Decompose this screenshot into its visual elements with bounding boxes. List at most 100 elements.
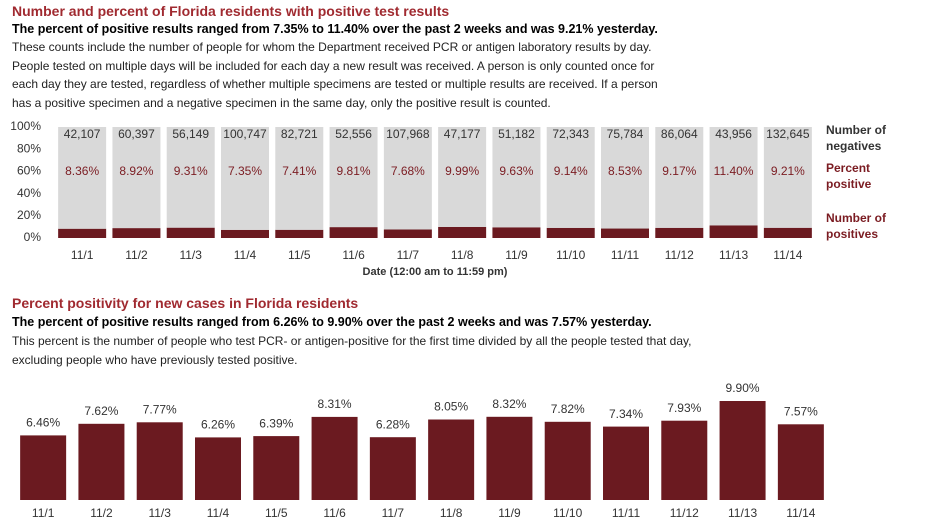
bar — [369, 437, 416, 500]
bar-segment — [492, 227, 541, 238]
description-line: excluding people who have previously tes… — [12, 353, 298, 367]
percent-label: 7.35% — [228, 164, 262, 178]
bar — [78, 423, 125, 500]
count-label: 47,177 — [444, 127, 481, 141]
value-label: 7.82% — [551, 402, 585, 416]
x-tick-label: 11/14 — [786, 506, 815, 520]
description-line: each day they are tested, regardless of … — [12, 77, 658, 91]
count-label: 56,149 — [172, 127, 209, 141]
chart-title: Number and percent of Florida residents … — [12, 3, 450, 19]
x-tick-label: 11/5 — [288, 248, 311, 262]
bar-segment — [329, 227, 378, 238]
percent-label: 9.63% — [499, 164, 533, 178]
bar-segment — [546, 127, 595, 228]
percent-label: 7.68% — [391, 164, 425, 178]
count-label: 100,747 — [223, 127, 267, 141]
legend-entry: Percent positive — [826, 161, 872, 191]
bar-segment — [709, 127, 758, 226]
percent-label: 11.40% — [714, 164, 754, 178]
bar — [136, 422, 183, 500]
x-tick-label: 11/3 — [148, 506, 171, 520]
x-tick-label: 11/7 — [397, 248, 420, 262]
x-tick-label: 11/11 — [612, 506, 641, 520]
x-tick-label: 11/4 — [234, 248, 257, 262]
x-axis-title: Date (12:00 am to 11:59 pm) — [363, 266, 508, 278]
value-label: 6.46% — [26, 416, 60, 430]
description-line: These counts include the number of peopl… — [12, 40, 652, 54]
percent-label: 9.17% — [662, 164, 696, 178]
x-tick-label: 11/13 — [728, 506, 757, 520]
bar-segment — [438, 127, 487, 227]
value-label: 9.90% — [726, 381, 760, 395]
bar-segment — [329, 127, 378, 228]
description-line: has a positive specimen and a negative s… — [12, 95, 551, 110]
count-label: 51,182 — [498, 127, 535, 141]
x-tick-label: 11/2 — [125, 248, 148, 262]
y-tick-label: 20% — [17, 208, 41, 222]
x-tick-label: 11/8 — [451, 248, 474, 262]
bar — [603, 426, 649, 500]
value-label: 7.93% — [667, 401, 701, 415]
x-tick-label: 11/10 — [556, 248, 585, 262]
y-tick-label: 0% — [24, 230, 42, 244]
bar-segment — [166, 227, 215, 238]
count-label: 43,956 — [715, 127, 752, 141]
x-tick-label: 11/3 — [179, 248, 202, 262]
bar-segment — [763, 127, 812, 228]
y-tick-label: 60% — [17, 164, 41, 178]
chart-subtitle: The percent of positive results ranged f… — [12, 22, 658, 36]
description-line: This percent is the number of people who… — [12, 334, 692, 348]
count-label: 52,556 — [335, 127, 372, 141]
x-tick-label: 11/12 — [665, 248, 694, 262]
x-tick-label: 11/8 — [440, 506, 463, 520]
bar — [253, 436, 300, 500]
bar-segment — [492, 127, 541, 228]
x-tick-label: 11/1 — [71, 248, 94, 262]
bar — [486, 416, 533, 500]
bar-segment — [58, 228, 107, 238]
bar-segment — [58, 127, 107, 229]
value-label: 6.28% — [376, 417, 410, 431]
count-label: 132,645 — [766, 127, 810, 141]
bar-segment — [112, 228, 161, 238]
count-label: 82,721 — [281, 127, 318, 141]
chart-title: Percent positivity for new cases in Flor… — [12, 295, 359, 311]
bar-segment — [275, 127, 324, 230]
value-label: 8.05% — [434, 400, 468, 414]
x-tick-label: 11/9 — [505, 248, 528, 262]
bar-segment — [112, 127, 161, 229]
y-tick-label: 100% — [10, 119, 41, 133]
bar — [544, 421, 591, 500]
x-tick-label: 11/7 — [382, 506, 405, 520]
x-tick-label: 11/12 — [670, 506, 699, 520]
bar-segment — [383, 127, 432, 230]
percent-label: 8.36% — [65, 164, 99, 178]
bar — [719, 401, 766, 500]
value-label: 7.77% — [143, 402, 177, 416]
value-label: 8.31% — [318, 397, 352, 411]
percent-label: 9.14% — [554, 164, 588, 178]
x-tick-label: 11/10 — [553, 506, 582, 520]
bar-segment — [601, 127, 649, 229]
count-label: 107,968 — [386, 127, 430, 141]
x-tick-label: 11/6 — [323, 506, 346, 520]
x-tick-label: 11/5 — [265, 506, 288, 520]
value-label: 7.34% — [609, 407, 643, 421]
x-tick-label: 11/14 — [773, 248, 802, 262]
bar — [20, 435, 67, 500]
percent-label: 8.92% — [119, 164, 153, 178]
bar-segment — [166, 127, 215, 228]
x-tick-label: 11/1 — [32, 506, 55, 520]
x-tick-label: 11/11 — [611, 248, 640, 262]
percent-label: 8.53% — [608, 164, 642, 178]
bar-segment — [655, 127, 704, 228]
bar-segment — [709, 225, 758, 238]
description-line: People tested on multiple days will be i… — [12, 58, 655, 73]
bar — [661, 420, 708, 500]
count-label: 86,064 — [661, 127, 698, 141]
bar-segment — [275, 229, 324, 238]
percent-label: 9.81% — [337, 164, 371, 178]
count-label: 42,107 — [64, 127, 101, 141]
bar-segment — [546, 227, 595, 238]
x-tick-label: 11/13 — [719, 248, 748, 262]
